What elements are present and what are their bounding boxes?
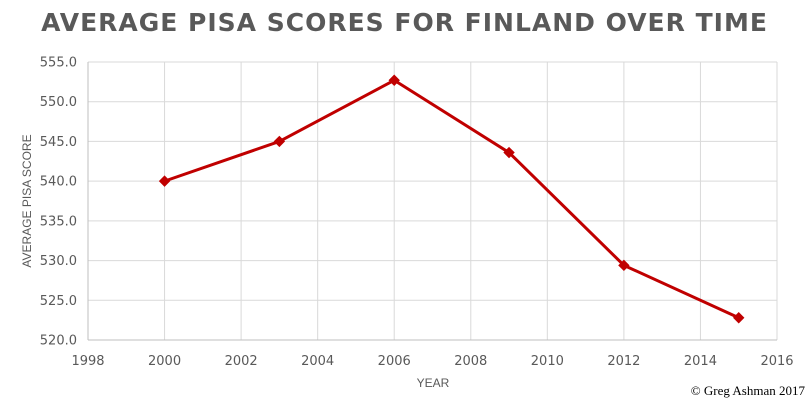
y-tick-label: 520.0 [40,334,77,349]
data-point-marker [388,74,400,86]
data-point-marker [503,146,515,159]
tick-labels: 520.0 525.0 530.0 535.0 540.0 545.0 550.0 555.0… [40,56,794,370]
y-tick-label: 540.0 [40,175,77,190]
data-point-marker [733,312,745,324]
x-tick-label: 2008 [454,354,487,369]
y-tick-label: 530.0 [40,254,77,269]
x-tick-label: 1998 [71,354,104,369]
x-tick-label: 2006 [378,354,411,369]
grid-lines [88,61,778,340]
copyright-text: © Greg Ashman 2017 [690,383,805,398]
x-tick-label: 2014 [684,354,717,369]
x-tick-label: 2002 [225,354,258,369]
y-tick-label: 525.0 [40,294,77,309]
x-tick-label: 2016 [760,354,793,369]
data-point-marker [273,135,286,148]
x-tick-label: 2012 [607,354,640,369]
axes [87,62,777,341]
series-line [164,78,740,320]
data-point-marker [158,175,171,187]
y-tick-label: 550.0 [40,95,77,110]
x-tick-label: 2010 [531,354,564,369]
x-axis-label: YEAR [417,376,450,390]
x-tick-label: 2000 [148,354,181,369]
y-axis-label: AVERAGE PISA SCORE [20,134,34,267]
series-path [164,78,740,320]
y-tick-label: 545.0 [40,135,77,150]
data-point-marker [618,259,630,272]
y-tick-label: 555.0 [40,56,77,71]
chart-title: AVERAGE PISA SCORES FOR FINLAND OVER TIM… [41,8,768,37]
data-markers [158,74,745,324]
y-tick-label: 535.0 [40,214,77,229]
x-tick-label: 2004 [301,354,334,369]
